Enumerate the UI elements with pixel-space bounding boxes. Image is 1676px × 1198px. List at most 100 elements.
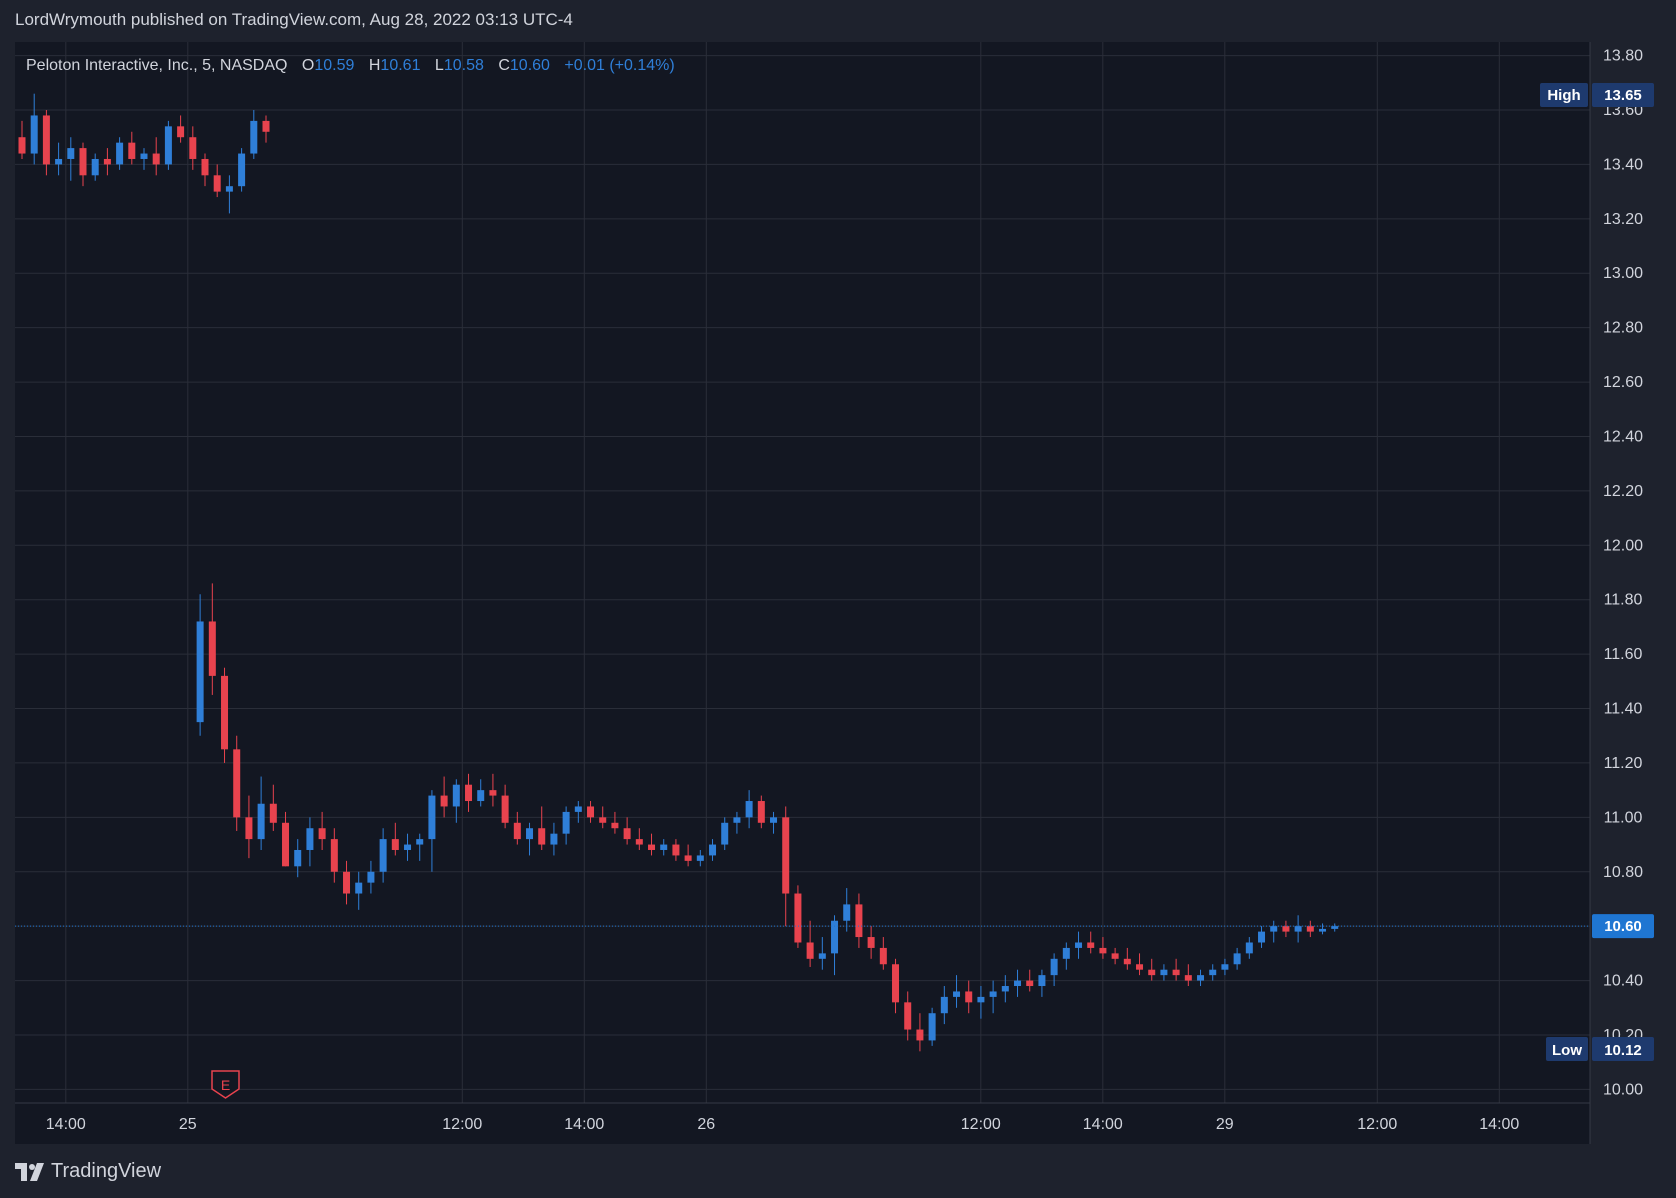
- candle: [977, 986, 985, 1019]
- candle-body: [128, 142, 136, 159]
- candle: [538, 806, 546, 850]
- candle-body: [1319, 928, 1327, 932]
- x-tick-label: 25: [179, 1116, 197, 1133]
- legend-low-value: 10.58: [444, 57, 484, 74]
- high-badge-label: High: [1547, 87, 1580, 104]
- candle-body: [367, 871, 375, 883]
- candle-body: [452, 784, 460, 807]
- candle: [477, 779, 485, 807]
- candle-body: [526, 828, 534, 840]
- candle: [221, 667, 229, 763]
- y-tick-label: 13.00: [1603, 265, 1643, 282]
- x-tick-label: 12:00: [442, 1116, 482, 1133]
- candle: [91, 153, 99, 181]
- candle-body: [623, 828, 631, 840]
- x-tick-label: 14:00: [46, 1116, 86, 1133]
- candle-body: [404, 844, 412, 850]
- candle: [1160, 964, 1168, 981]
- candle-body: [282, 822, 290, 867]
- candle: [1306, 920, 1314, 938]
- candle: [1038, 969, 1046, 997]
- candle: [440, 776, 448, 818]
- candle: [550, 822, 558, 856]
- candle-body: [1197, 975, 1205, 981]
- y-tick-label: 11.60: [1604, 646, 1643, 663]
- candle: [1050, 953, 1058, 987]
- candle: [1258, 926, 1266, 948]
- candle-body: [904, 1002, 912, 1030]
- candle-body: [1136, 964, 1144, 970]
- candle: [940, 986, 948, 1025]
- candle-body: [225, 186, 233, 192]
- candle-body: [1270, 926, 1278, 932]
- candle: [1245, 937, 1253, 959]
- y-tick-label: 13.80: [1603, 48, 1643, 65]
- candle-body: [1221, 964, 1229, 970]
- candle: [79, 142, 87, 187]
- tradingview-brand[interactable]: TradingView: [15, 1160, 161, 1183]
- candle: [465, 773, 473, 812]
- candle: [128, 131, 136, 165]
- candle: [416, 833, 424, 861]
- candle-body: [843, 904, 851, 921]
- candle-body: [428, 795, 436, 840]
- candle-body: [635, 839, 643, 845]
- high-badge: High 13.65: [1540, 83, 1654, 107]
- candle-body: [501, 795, 509, 823]
- candle-body: [1233, 953, 1241, 965]
- candle-body: [818, 953, 826, 959]
- candle-body: [91, 158, 99, 176]
- candle: [428, 790, 436, 872]
- candle: [42, 110, 50, 176]
- candle-body: [1172, 969, 1180, 976]
- low-badge-value: 10.12: [1604, 1042, 1642, 1059]
- candle-body: [611, 822, 619, 829]
- candle: [916, 1013, 924, 1052]
- candle: [330, 828, 338, 883]
- candle-body: [245, 817, 253, 840]
- y-tick-label: 12.20: [1603, 483, 1643, 500]
- x-tick-label: 14:00: [564, 1116, 604, 1133]
- candle-body: [67, 148, 75, 159]
- candle: [733, 811, 741, 834]
- candle: [55, 142, 63, 176]
- candle-body: [879, 947, 887, 965]
- candle: [1026, 969, 1034, 992]
- candle-body: [465, 784, 473, 802]
- candle: [904, 991, 912, 1041]
- y-tick-label: 10.00: [1603, 1081, 1643, 1098]
- candle: [201, 153, 209, 187]
- candle: [1197, 969, 1205, 987]
- candle-body: [1075, 942, 1083, 948]
- y-tick-label: 11.80: [1604, 592, 1643, 609]
- candle: [489, 773, 497, 807]
- candle: [721, 817, 729, 850]
- candle-body: [306, 828, 314, 850]
- candle-body: [1099, 947, 1107, 954]
- candle: [225, 175, 233, 214]
- price-axis[interactable]: 13.8013.6013.4013.2013.0012.8012.6012.40…: [1603, 48, 1643, 1099]
- candle: [1123, 947, 1131, 970]
- candle-body: [977, 996, 985, 1003]
- candle: [879, 937, 887, 970]
- candle: [989, 980, 997, 1014]
- time-axis[interactable]: 14:00 25 12:00 14:00 26 12:00 14:00 29 12:00 14:0…: [46, 1116, 1520, 1133]
- candle-body: [1245, 942, 1253, 954]
- earnings-marker[interactable]: E: [211, 1070, 240, 1099]
- candle: [1209, 964, 1217, 981]
- candle-body: [152, 153, 160, 165]
- candle-body: [1123, 958, 1131, 965]
- candle-body: [892, 964, 900, 1003]
- candle-body: [355, 882, 363, 894]
- candle: [1331, 923, 1339, 932]
- x-tick-label: 14:00: [1479, 1116, 1519, 1133]
- candle-body: [213, 175, 221, 192]
- candle: [1075, 931, 1083, 959]
- candle-body: [587, 806, 595, 818]
- last-price-value: 10.60: [1604, 918, 1642, 935]
- candle-body: [1184, 975, 1192, 981]
- chart-pane[interactable]: [15, 42, 1590, 1144]
- candle: [599, 806, 607, 829]
- candle: [318, 811, 326, 850]
